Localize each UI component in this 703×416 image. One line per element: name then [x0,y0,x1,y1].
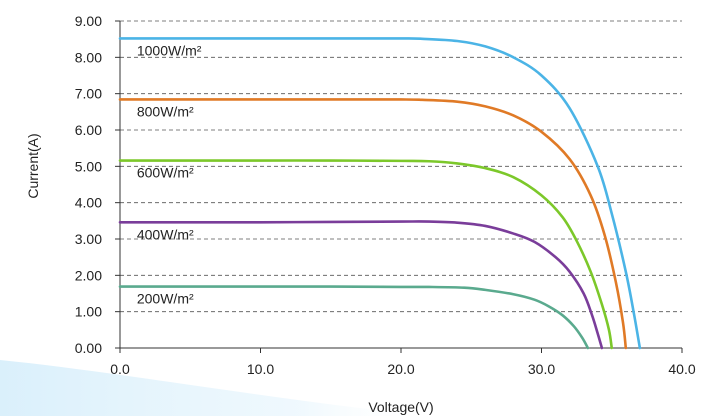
x-axis-title: Voltage(V) [368,399,433,415]
series-lines [118,37,642,350]
series-line-200wm [118,285,590,350]
series-label-600wm: 600W/m² [137,165,194,181]
series-labels: 1000W/m² 800W/m² 600W/m² 400W/m² 200W/m² [137,42,202,306]
gridlines [120,20,682,313]
y-tick-label: 1.00 [75,304,102,320]
x-tick-label: 40.0 [668,361,695,377]
y-tick-label: 3.00 [75,231,102,247]
x-tick-label: 10.0 [247,361,274,377]
series-line-1000wm [118,37,642,350]
axes: 0.00 1.00 2.00 3.00 4.00 5.00 6.00 7.00 8.00 9.00… [75,13,696,377]
y-tick-label: 6.00 [75,122,102,138]
series-label-1000wm: 1000W/m² [137,42,202,58]
x-tick-label: 0.0 [110,361,130,377]
y-tick-label: 5.00 [75,158,102,174]
series-line-800wm [118,98,628,350]
series-label-200wm: 200W/m² [137,291,194,307]
y-axis-title: Current(A) [25,133,41,198]
series-line-400wm [118,220,604,350]
x-tick-label: 30.0 [528,361,555,377]
series-label-400wm: 400W/m² [137,226,194,242]
y-tick-label: 2.00 [75,267,102,283]
y-tick-label: 8.00 [75,49,102,65]
series-line-600wm [118,159,614,350]
x-tick-label: 20.0 [387,361,414,377]
series-label-800wm: 800W/m² [137,103,194,119]
y-tick-label: 9.00 [75,13,102,29]
background-swoosh [0,360,430,416]
y-tick-label: 7.00 [75,86,102,102]
y-tick-label: 4.00 [75,195,102,211]
y-tick-label: 0.00 [75,340,102,356]
